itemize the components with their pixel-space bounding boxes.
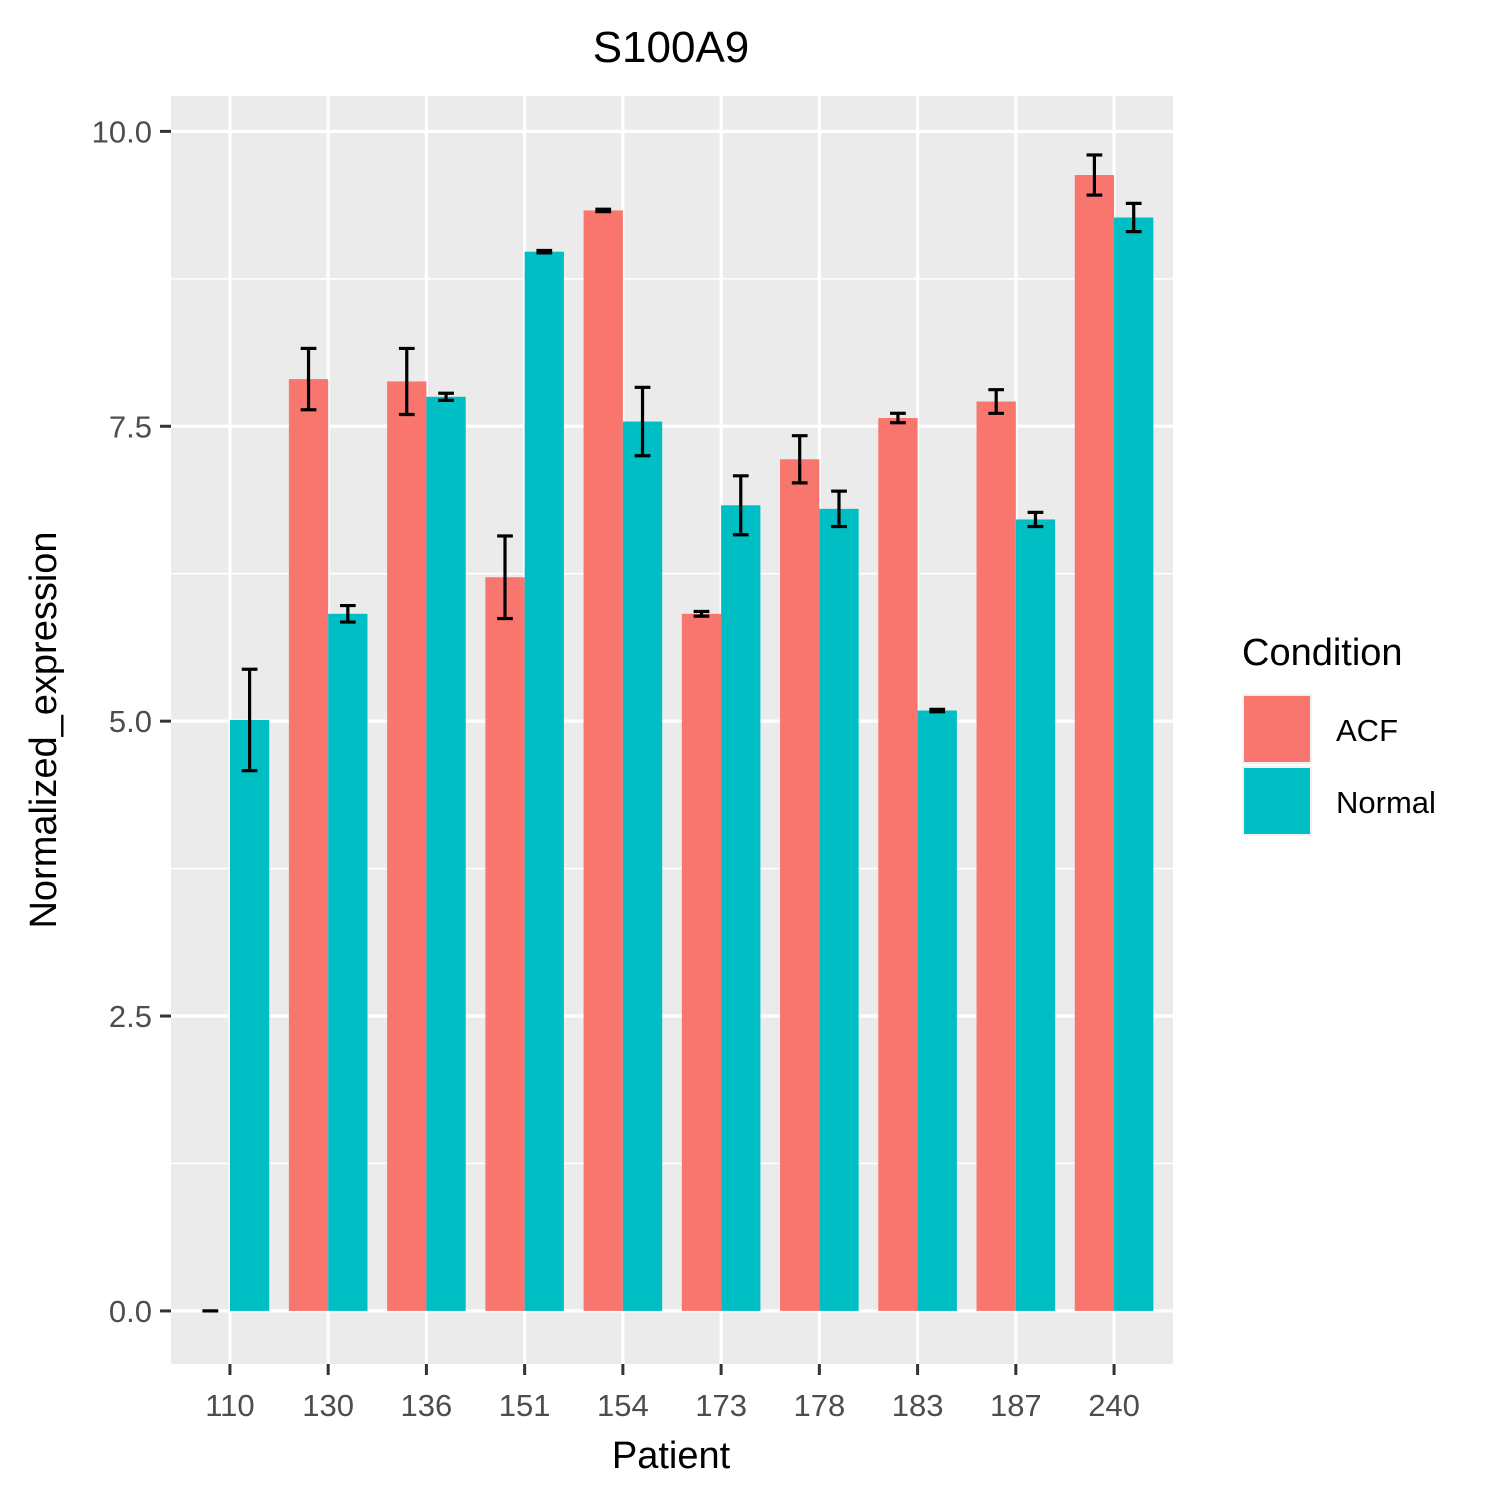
- bar-normal-151: [524, 251, 564, 1311]
- bar-acf-173: [681, 613, 722, 1311]
- error-bar-acf-183: [890, 411, 906, 425]
- bar-acf-183: [878, 418, 918, 1311]
- x-axis: 110 130 136 151 154 173 178 183 187 240: [205, 1364, 1140, 1423]
- legend-key-normal: [1244, 768, 1310, 834]
- bar-acf-240: [1074, 175, 1115, 1311]
- y-axis-title: Normalized_expression: [23, 531, 65, 928]
- error-bar-acf-178: [791, 434, 808, 485]
- y-tick-label: 5.0: [109, 704, 152, 739]
- x-tick-label: 130: [302, 1388, 354, 1423]
- error-bar-acf-240: [1086, 153, 1103, 197]
- error-bar-normal-154: [634, 385, 651, 458]
- error-bar-normal-173: [732, 474, 749, 537]
- legend: Condition ACF Normal: [1242, 632, 1436, 836]
- bar-normal-110: [229, 719, 270, 1311]
- x-tick-label: 183: [892, 1388, 944, 1423]
- y-tick-label: 10.0: [92, 114, 152, 149]
- error-bars: [202, 153, 1142, 1313]
- error-bar-acf-130: [300, 346, 317, 412]
- x-tick-label: 110: [205, 1388, 254, 1423]
- bar-normal-178: [819, 508, 859, 1311]
- error-bar-normal-187: [1027, 510, 1044, 529]
- legend-label-normal: Normal: [1336, 785, 1436, 820]
- bar-acf-154: [583, 210, 623, 1311]
- error-bar-normal-178: [831, 489, 847, 529]
- chart-title: S100A9: [593, 23, 750, 72]
- bar-normal-240: [1114, 217, 1154, 1311]
- x-tick-label: 136: [401, 1388, 453, 1423]
- error-bar-acf-173: [693, 609, 710, 618]
- error-bar-normal-183: [929, 707, 946, 714]
- y-tick-label: 7.5: [109, 409, 152, 444]
- bar-normal-187: [1015, 519, 1056, 1311]
- x-tick-label: 178: [793, 1388, 845, 1423]
- x-axis-title: Patient: [612, 1435, 731, 1477]
- error-bar-normal-151: [536, 248, 553, 255]
- bar-acf-136: [387, 381, 427, 1311]
- x-tick-label: 187: [990, 1388, 1042, 1423]
- legend-key-acf: [1244, 696, 1310, 762]
- x-tick-label: 240: [1088, 1388, 1140, 1423]
- bars: [229, 175, 1154, 1311]
- bar-acf-187: [976, 401, 1016, 1311]
- error-bar-normal-110: [241, 667, 258, 773]
- bar-normal-183: [917, 710, 957, 1311]
- bar-normal-154: [622, 421, 663, 1311]
- bar-normal-130: [328, 613, 368, 1311]
- error-bar-normal-136: [438, 391, 454, 402]
- y-tick-label: 0.0: [109, 1294, 152, 1329]
- x-tick-label: 154: [597, 1388, 649, 1423]
- bar-normal-173: [721, 505, 761, 1311]
- bar-acf-178: [780, 459, 820, 1311]
- legend-title: Condition: [1242, 632, 1403, 674]
- error-bar-acf-136: [398, 346, 415, 417]
- error-bar-normal-130: [339, 603, 356, 624]
- y-tick-label: 2.5: [109, 999, 152, 1034]
- y-axis: 0.0 2.5 5.0 7.5 10.0: [92, 114, 171, 1329]
- error-bar-acf-187: [988, 388, 1005, 415]
- error-bar-acf-151: [497, 534, 513, 621]
- error-bar-normal-240: [1125, 201, 1142, 234]
- x-tick-label: 173: [695, 1388, 747, 1423]
- bar-acf-130: [288, 379, 329, 1311]
- bar-normal-136: [426, 396, 466, 1311]
- error-bar-acf-154: [595, 207, 612, 214]
- x-tick-label: 151: [499, 1388, 551, 1423]
- bar-acf-151: [485, 577, 525, 1311]
- legend-label-acf: ACF: [1336, 713, 1398, 748]
